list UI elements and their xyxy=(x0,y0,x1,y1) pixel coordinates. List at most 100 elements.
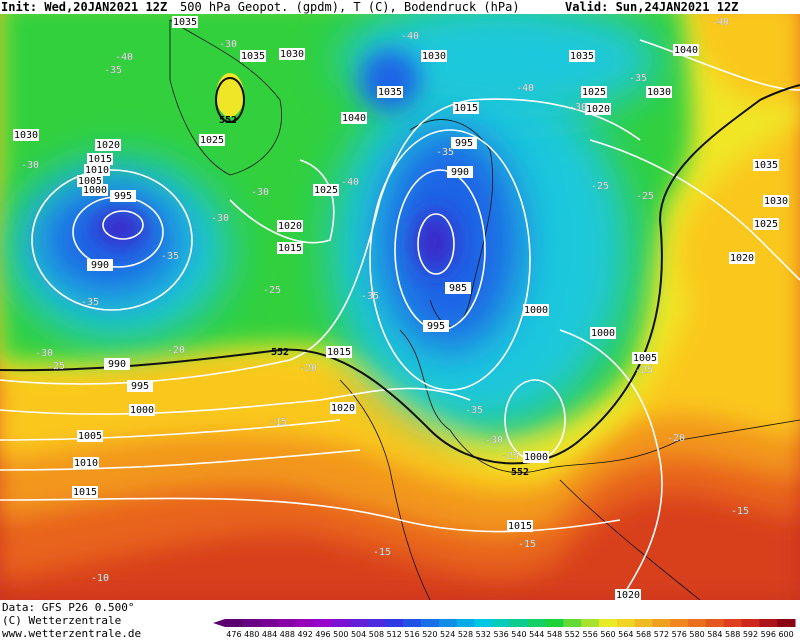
isobar-label: 1020 xyxy=(586,104,610,115)
colorbar-swatch xyxy=(652,619,671,627)
isobar-label: 1010 xyxy=(74,458,98,469)
colorbar-swatch xyxy=(723,619,743,627)
isobar-label-box xyxy=(646,86,672,98)
isobar-label-box xyxy=(326,346,352,358)
colorbar-swatch xyxy=(634,619,653,627)
height-label: 552 xyxy=(511,467,529,478)
colorbar-swatch xyxy=(331,619,351,627)
isobar-label: 1030 xyxy=(14,130,38,141)
colorbar-swatch xyxy=(581,619,600,627)
isobar-label: 1020 xyxy=(278,221,302,232)
colorbar-label: 480 xyxy=(244,630,259,639)
isobar-label-box xyxy=(423,320,449,332)
isobar-label-box xyxy=(72,486,98,498)
isobar-label: 1030 xyxy=(280,49,304,60)
temperature-label: -15 xyxy=(518,539,536,550)
temperature-label: -35 xyxy=(81,297,99,308)
temperature-label: -35 xyxy=(361,291,379,302)
isobar-label: 1000 xyxy=(524,452,548,463)
isobar-label: 1030 xyxy=(647,87,671,98)
colorbar-swatch xyxy=(403,619,422,627)
isobar-label-box xyxy=(445,282,471,294)
height-contour-552 xyxy=(0,77,800,465)
init-time: Init: Wed,20JAN2021 12Z xyxy=(1,0,168,14)
colorbar-swatch xyxy=(420,619,440,627)
isobar-label: 1020 xyxy=(331,403,355,414)
isobar-label: 1015 xyxy=(73,487,97,498)
isobar-label-box xyxy=(129,404,155,416)
isobar-label-box xyxy=(13,129,39,141)
colorbar-label: 548 xyxy=(547,630,562,639)
colorbar-label: 476 xyxy=(226,630,241,639)
colorbar-label: 500 xyxy=(333,630,348,639)
temperature-label: -40 xyxy=(115,52,133,63)
colorbar-swatch xyxy=(349,619,368,627)
colorbar-label: 528 xyxy=(458,630,473,639)
isobar-label-box xyxy=(240,50,266,62)
colorbar-label: 568 xyxy=(636,630,651,639)
isobar-label: 995 xyxy=(114,191,132,202)
colorbar-label: 592 xyxy=(743,630,758,639)
isobar-label: 1040 xyxy=(342,113,366,124)
temperature-label: -25 xyxy=(47,361,65,372)
isobar-label-box xyxy=(84,164,110,176)
map: 1035 1035 1030 1030 1035 1035 1040 1025 1030 1020… xyxy=(0,0,800,600)
temperature-label: -30 xyxy=(21,160,39,171)
colorbar-swatch xyxy=(705,619,725,627)
colorbar-label: 600 xyxy=(778,630,793,639)
colorbar-swatch xyxy=(510,619,529,627)
temperature-label: -35 xyxy=(465,405,483,416)
colorbar-swatch xyxy=(456,619,475,627)
colorbar-label: 596 xyxy=(761,630,776,639)
isobar-label: 995 xyxy=(427,321,445,332)
isobar-label: 1000 xyxy=(130,405,154,416)
header: Init: Wed,20JAN2021 12Z 500 hPa Geopot. … xyxy=(0,0,800,14)
temperature-label: -25 xyxy=(635,365,653,376)
colorbar-label: 588 xyxy=(725,630,740,639)
isobar-label-box xyxy=(199,134,225,146)
colorbar-swatch xyxy=(688,619,707,627)
isobar-label-box xyxy=(95,139,121,151)
colorbar-label: 576 xyxy=(672,630,687,639)
isobar-label: 1000 xyxy=(591,328,615,339)
isobar-label: 1005 xyxy=(78,176,102,187)
temperature-label: -25 xyxy=(263,285,281,296)
isobar-label-box xyxy=(341,112,367,124)
colorbar-label: 496 xyxy=(315,630,330,639)
temperature-label: -30 xyxy=(35,348,53,359)
map-title: 500 hPa Geopot. (gpdm), T (C), Bodendruc… xyxy=(180,0,520,14)
colorbar-swatch xyxy=(777,619,796,627)
isobar-label: 1020 xyxy=(96,140,120,151)
isobar-label-box xyxy=(87,259,113,271)
isobar-label-box xyxy=(753,218,779,230)
isobar-label-box xyxy=(590,327,616,339)
isobar-label-box xyxy=(569,50,595,62)
isobar-label-box xyxy=(421,50,447,62)
temperature-label: -10 xyxy=(91,573,109,584)
colorbar-swatch xyxy=(599,619,618,627)
isobar-label: 990 xyxy=(451,167,469,178)
isobar-label: 1030 xyxy=(764,196,788,207)
temperature-label: -25 xyxy=(501,451,519,462)
temperature-label: -30 xyxy=(251,187,269,198)
isobar-label: 985 xyxy=(449,283,467,294)
colorbar-swatch xyxy=(296,619,315,627)
isobar-label-box xyxy=(277,242,303,254)
colorbar-label: 544 xyxy=(529,630,544,639)
colorbar-label: 564 xyxy=(618,630,633,639)
temperature-label: -25 xyxy=(591,181,609,192)
temperature-label: -30 xyxy=(211,213,229,224)
colorbar-label: 492 xyxy=(298,630,313,639)
isobar-label: 1035 xyxy=(754,160,778,171)
isobar-label: 1020 xyxy=(616,590,640,600)
isobar-label: 1035 xyxy=(378,87,402,98)
isobar-label-box xyxy=(585,103,611,115)
isobar-label: 1015 xyxy=(327,347,351,358)
colorbar-swatch xyxy=(242,619,262,627)
isobar-label: 1000 xyxy=(524,305,548,316)
colorbar-swatch xyxy=(225,619,244,627)
map-labels: 1035 1035 1030 1030 1035 1035 1040 1025 1030 1020… xyxy=(13,16,789,600)
height-label: 552 xyxy=(271,347,289,358)
isobar-label-box xyxy=(615,589,641,600)
